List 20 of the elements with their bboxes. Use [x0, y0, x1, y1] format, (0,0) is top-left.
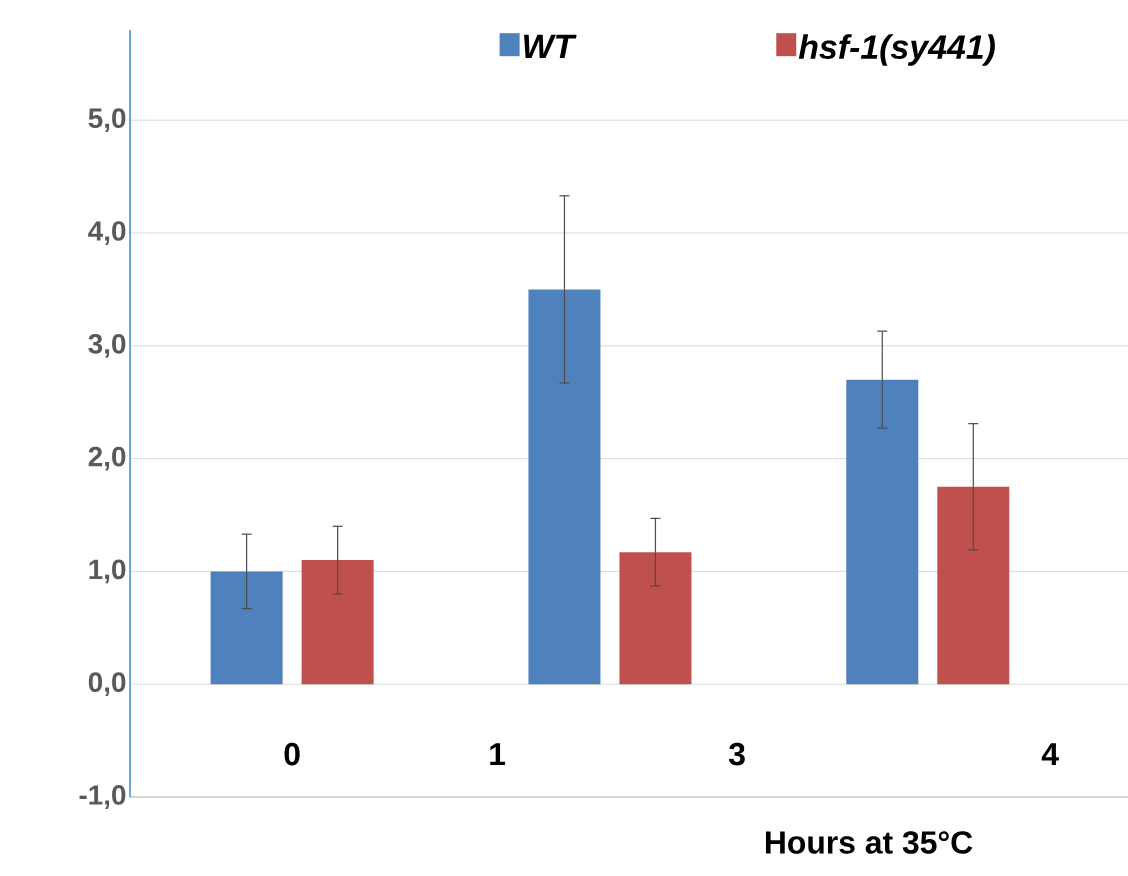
y-tick-label: -1,0: [79, 785, 126, 809]
y-tick-label: 2,0: [88, 446, 126, 471]
bar: [846, 379, 919, 685]
y-tick-label: 3,0: [88, 333, 126, 358]
annotation: 3: [728, 742, 745, 766]
legend-label: WT: [524, 34, 577, 59]
bar: [301, 560, 374, 685]
x-axis-title: Hours at 35°C: [765, 831, 973, 854]
y-tick-label: 0,0: [88, 672, 126, 697]
annotation: 0: [284, 742, 300, 766]
y-tick-label: 4,0: [88, 221, 126, 245]
bar: [210, 571, 283, 685]
annotation: 4: [1041, 743, 1059, 766]
y-tick-label: 5,0: [88, 108, 126, 133]
legend-label: hsf-1(sy441): [798, 34, 995, 66]
annotation: 1: [490, 743, 506, 766]
bar: [528, 289, 601, 685]
bar: [937, 486, 1010, 685]
bar: [619, 552, 692, 685]
y-tick-label: 1,0: [89, 559, 126, 584]
